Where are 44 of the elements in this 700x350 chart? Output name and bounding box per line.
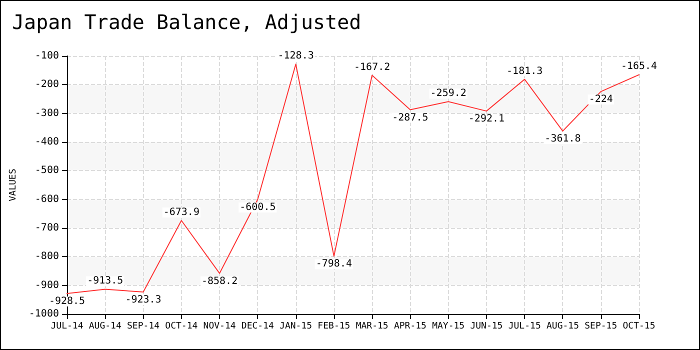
x-tick-label: MAR-15 [356, 322, 388, 332]
y-tick-label: -800 [34, 251, 59, 262]
y-tick-label: -600 [34, 194, 59, 205]
x-tick-label: JUL-14 [50, 322, 84, 332]
data-label: -224 [588, 94, 613, 106]
y-tick-label: -900 [34, 280, 59, 291]
x-tick-label: SEP-15 [584, 322, 618, 332]
data-label: -928.5 [48, 296, 86, 308]
data-label: -259.2 [430, 88, 466, 100]
data-label: -128.3 [278, 50, 314, 62]
data-label: -673.9 [163, 207, 200, 218]
x-tick-label: APR-15 [394, 322, 426, 332]
x-tick-label: NOV-14 [203, 322, 236, 332]
x-tick-label: AUG-14 [88, 322, 122, 332]
x-tick-label: JUL-15 [508, 322, 541, 332]
data-label: -361.8 [544, 134, 581, 145]
y-tick-label: -100 [34, 50, 59, 62]
x-tick-label: OCT-15 [622, 322, 656, 332]
data-label: -798.4 [316, 258, 352, 270]
chart-title: Japan Trade Balance, Adjusted [12, 10, 362, 34]
data-label: -913.5 [87, 276, 124, 287]
data-label: -292.1 [468, 114, 505, 125]
y-axis-title: VALUES [8, 168, 18, 202]
data-label: -287.5 [392, 112, 428, 124]
data-label: -923.3 [125, 294, 162, 306]
data-label: -600.5 [240, 202, 276, 213]
y-tick-label: -700 [34, 222, 59, 234]
data-label: -858.2 [201, 276, 238, 287]
x-tick-label: SEP-14 [127, 322, 160, 332]
x-tick-label: MAY-15 [432, 322, 465, 332]
data-label: -167.2 [354, 62, 390, 73]
x-tick-label: JAN-15 [280, 322, 312, 332]
y-tick-label: -1000 [28, 308, 59, 320]
y-tick-label: -500 [34, 165, 59, 176]
data-label: -165.4 [620, 61, 658, 72]
y-tick-label: -200 [34, 79, 59, 90]
x-tick-label: AUG-15 [546, 322, 579, 332]
y-tick-label: -400 [34, 136, 59, 148]
x-tick-label: FEB-15 [318, 322, 350, 332]
x-tick-label: DEC-14 [241, 322, 274, 332]
y-tick-label: -300 [34, 108, 59, 119]
x-tick-label: JUN-15 [470, 322, 503, 332]
x-tick-label: OCT-14 [165, 322, 198, 332]
data-label: -181.3 [506, 66, 543, 77]
